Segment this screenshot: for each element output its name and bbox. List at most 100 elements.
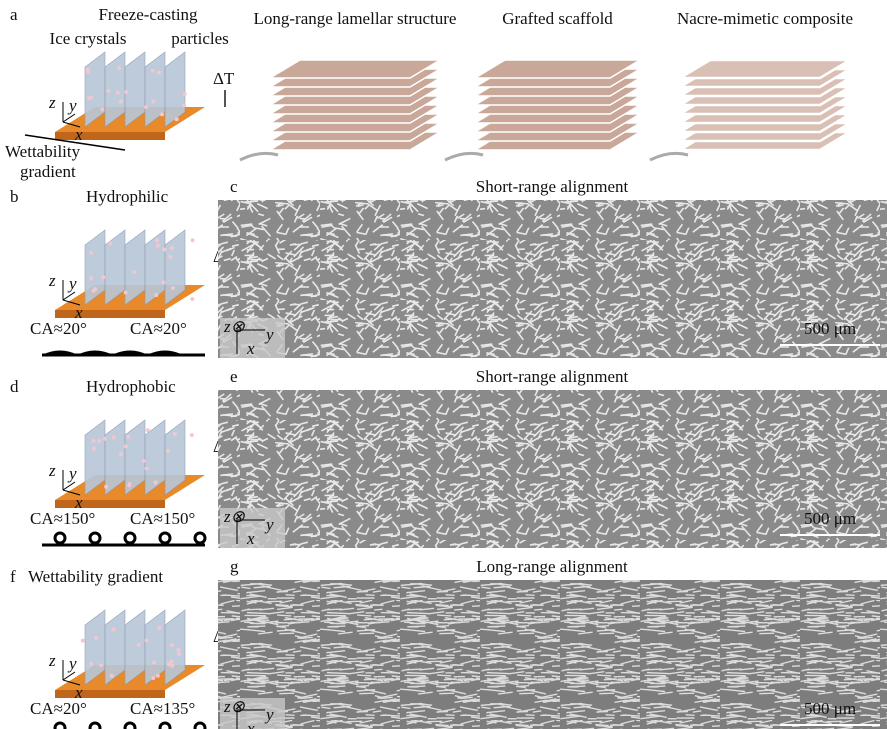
substrate-side (55, 132, 165, 140)
axis-inset (220, 318, 285, 358)
label: e (230, 367, 238, 386)
particle (190, 297, 195, 302)
ice-crystal (124, 229, 146, 306)
label: y (264, 515, 274, 534)
particle (123, 444, 128, 449)
particle (174, 117, 179, 122)
particle (169, 643, 174, 648)
particle (160, 112, 165, 117)
label: z (48, 271, 56, 290)
axis-inset (220, 698, 285, 729)
scale-bar (780, 724, 880, 726)
particle (89, 661, 94, 666)
particle (118, 99, 123, 104)
particle (99, 663, 104, 668)
particle (109, 673, 114, 678)
label: 500 μm (804, 509, 856, 528)
label: c (230, 177, 238, 196)
label: z⊗ (223, 317, 246, 336)
particle (169, 246, 174, 251)
label: y (264, 705, 274, 724)
particle (102, 436, 107, 441)
label: x (246, 339, 255, 358)
droplet (88, 721, 102, 729)
particle (151, 660, 156, 665)
label: d (10, 377, 19, 396)
label: CA≈135° (130, 699, 195, 718)
droplet (193, 531, 207, 545)
particle (87, 96, 92, 101)
process-arrow (444, 151, 484, 162)
particle (170, 663, 175, 668)
label: particles (171, 29, 229, 48)
axis (62, 291, 76, 301)
label: x (246, 529, 255, 548)
layer (675, 58, 855, 80)
particle (166, 662, 171, 667)
particle (85, 67, 90, 72)
process-arrow (649, 151, 689, 162)
ice-crystal (104, 419, 126, 496)
label: Short-range alignment (476, 367, 629, 386)
axis-inset (220, 508, 285, 548)
droplet (88, 531, 102, 545)
label: Long-range alignment (476, 557, 628, 576)
particle (93, 286, 98, 291)
droplet (123, 531, 137, 545)
layer (472, 59, 643, 79)
ice-crystal (124, 51, 146, 128)
particle (165, 449, 170, 454)
droplet (147, 350, 183, 355)
particle (154, 293, 159, 298)
particle (94, 635, 99, 640)
label: 500 μm (804, 699, 856, 718)
droplet (112, 350, 148, 355)
substrate-side (55, 500, 165, 508)
droplet (53, 721, 67, 729)
particle (100, 107, 105, 112)
particle (169, 659, 174, 664)
substrate-side (55, 310, 165, 318)
sem-image (218, 580, 887, 729)
label: z (48, 93, 56, 112)
particle (104, 484, 109, 489)
label: x (74, 303, 83, 322)
particle (80, 638, 85, 643)
particle (182, 103, 187, 108)
label: y (67, 654, 77, 673)
label: ΔT (213, 69, 235, 88)
particle (161, 280, 166, 285)
ice-crystal (164, 229, 186, 306)
particle (162, 247, 167, 252)
particle (126, 434, 131, 439)
ice-crystal (124, 419, 146, 496)
axis (62, 489, 81, 496)
droplet (42, 350, 78, 355)
particle (123, 290, 128, 295)
layer (267, 59, 443, 79)
particle (136, 642, 141, 647)
particle (155, 243, 160, 248)
label: x (74, 125, 83, 144)
particle (144, 638, 149, 643)
particle (145, 428, 150, 433)
ice-crystal (164, 609, 186, 686)
particle (89, 276, 94, 281)
particle (111, 435, 116, 440)
label: Hydrophilic (86, 187, 169, 206)
particle (150, 68, 155, 73)
scale-bar (780, 534, 880, 536)
label: CA≈20° (30, 319, 87, 338)
droplet (158, 531, 172, 545)
label: 500 μm (804, 319, 856, 338)
particle (115, 90, 120, 95)
ice-crystal (84, 229, 106, 306)
ice-crystal (164, 51, 186, 128)
gradient-arrow (24, 134, 126, 151)
particle (172, 432, 177, 437)
ice-crystal (84, 51, 106, 128)
process-arrow (239, 151, 279, 162)
ice-crystal (104, 51, 126, 128)
scale-bar (780, 344, 880, 346)
